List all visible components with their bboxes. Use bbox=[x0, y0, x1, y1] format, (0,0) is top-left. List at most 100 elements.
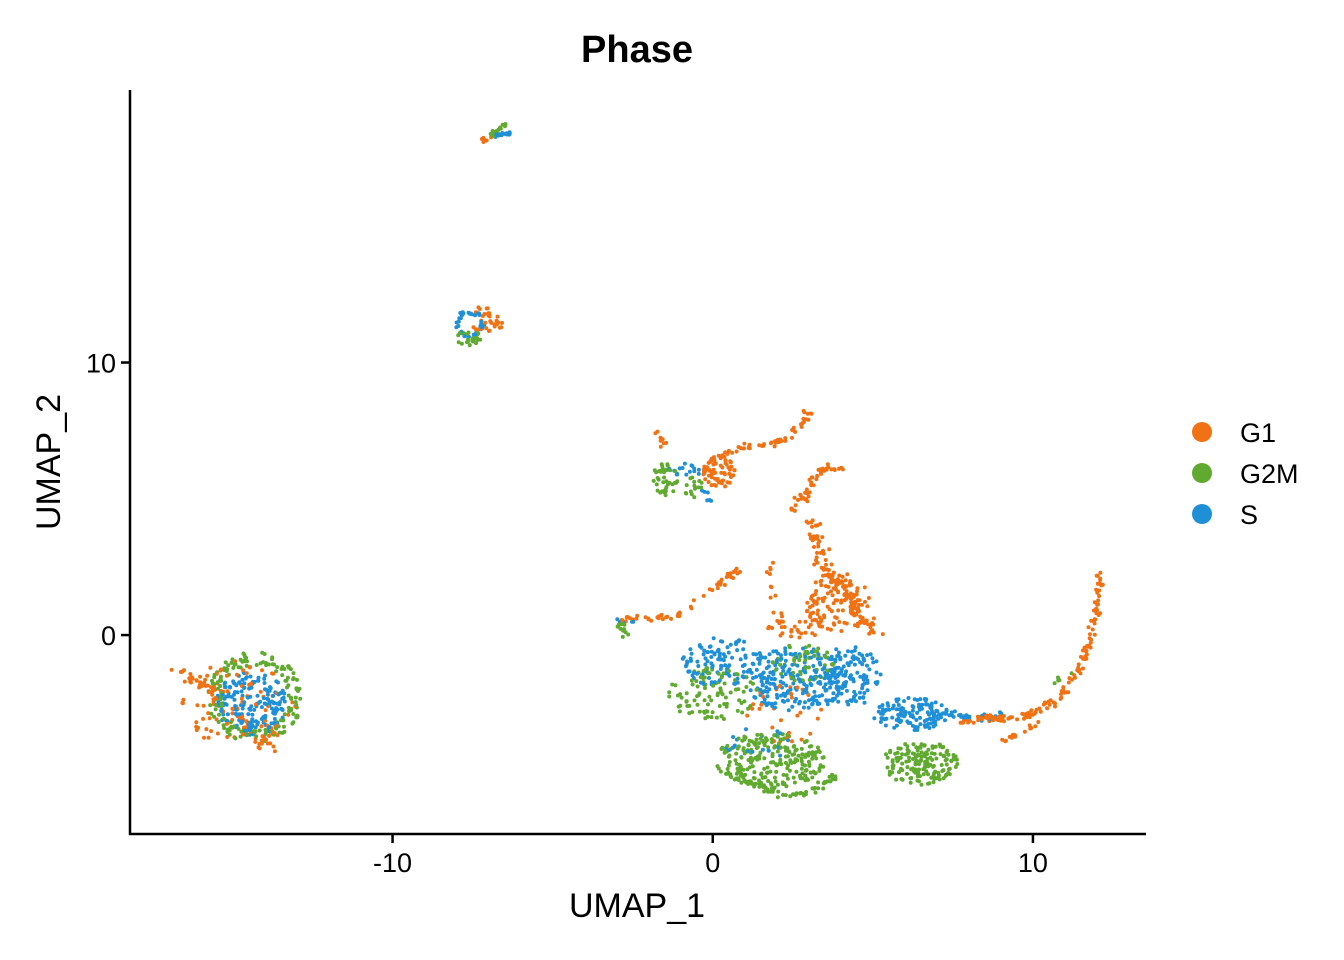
point-g1 bbox=[779, 611, 784, 616]
point-s bbox=[271, 693, 276, 698]
point-g2m bbox=[217, 712, 221, 717]
point-g2m bbox=[716, 766, 721, 771]
point-g1 bbox=[1098, 577, 1103, 582]
point-g2m bbox=[224, 669, 229, 673]
point-g2m bbox=[675, 479, 680, 484]
point-g1 bbox=[829, 562, 834, 567]
point-s bbox=[768, 681, 773, 686]
point-g2m bbox=[221, 716, 226, 721]
point-s bbox=[783, 649, 788, 654]
point-g1 bbox=[265, 741, 270, 746]
point-g2m bbox=[941, 776, 946, 781]
point-g1 bbox=[840, 467, 845, 472]
point-g2m bbox=[667, 690, 672, 695]
point-g1 bbox=[486, 311, 491, 316]
point-g1 bbox=[724, 575, 729, 579]
point-s bbox=[773, 701, 778, 706]
point-g2m bbox=[915, 774, 920, 779]
point-s bbox=[716, 657, 721, 662]
point-g1 bbox=[1048, 698, 1053, 703]
point-g2m bbox=[917, 745, 922, 750]
point-g2m bbox=[695, 702, 700, 707]
point-s bbox=[833, 675, 838, 680]
point-g2m bbox=[238, 665, 243, 670]
point-s bbox=[802, 682, 807, 687]
point-g2m bbox=[791, 744, 796, 749]
point-g2m bbox=[803, 650, 808, 654]
point-g2m bbox=[931, 780, 936, 785]
point-g2m bbox=[210, 681, 215, 686]
point-s bbox=[267, 700, 272, 705]
point-g2m bbox=[706, 671, 711, 676]
point-g2m bbox=[254, 734, 259, 739]
point-g2m bbox=[922, 743, 927, 748]
point-s bbox=[860, 662, 865, 667]
point-s bbox=[772, 677, 777, 682]
point-s bbox=[837, 650, 841, 655]
point-g2m bbox=[697, 709, 702, 714]
point-g1 bbox=[711, 462, 716, 467]
point-g2m bbox=[699, 485, 704, 490]
point-g1 bbox=[810, 524, 814, 529]
point-g2m bbox=[888, 750, 892, 755]
point-g1 bbox=[971, 720, 976, 725]
point-g2m bbox=[926, 772, 930, 777]
point-g1 bbox=[207, 716, 212, 721]
point-g2m bbox=[792, 678, 797, 683]
point-g1 bbox=[271, 671, 276, 676]
point-g1 bbox=[856, 606, 860, 611]
point-g1 bbox=[244, 671, 249, 676]
point-s bbox=[250, 712, 255, 717]
point-g2m bbox=[498, 125, 503, 130]
point-g1 bbox=[1090, 627, 1095, 632]
point-s bbox=[812, 689, 817, 694]
point-g1 bbox=[990, 716, 995, 721]
point-s bbox=[741, 675, 746, 680]
point-g1 bbox=[1093, 617, 1098, 622]
point-s bbox=[686, 669, 691, 674]
point-g1 bbox=[779, 439, 784, 443]
point-g1 bbox=[1045, 706, 1050, 711]
point-g2m bbox=[703, 686, 707, 691]
point-g1 bbox=[780, 614, 784, 619]
point-g1 bbox=[803, 619, 808, 624]
point-g1 bbox=[851, 592, 856, 597]
point-g2m bbox=[953, 765, 958, 769]
point-g2m bbox=[816, 780, 821, 785]
point-s bbox=[778, 731, 783, 736]
point-s bbox=[763, 689, 767, 694]
point-s bbox=[828, 657, 833, 662]
point-g1 bbox=[711, 471, 716, 476]
point-g1 bbox=[225, 735, 230, 739]
point-g1 bbox=[206, 711, 211, 716]
point-g2m bbox=[733, 687, 738, 692]
point-g2m bbox=[223, 660, 228, 665]
point-s bbox=[689, 658, 693, 663]
point-g1 bbox=[806, 494, 811, 499]
point-g2m bbox=[619, 621, 624, 626]
point-g2m bbox=[739, 701, 744, 705]
point-g1 bbox=[819, 583, 824, 588]
point-s bbox=[883, 723, 888, 728]
point-g2m bbox=[947, 772, 952, 777]
point-s bbox=[815, 656, 820, 661]
point-g1 bbox=[792, 624, 797, 629]
point-g1 bbox=[263, 708, 268, 713]
scatter-points bbox=[169, 122, 1105, 800]
point-g2m bbox=[714, 715, 719, 720]
point-g1 bbox=[719, 577, 724, 582]
point-g2m bbox=[905, 771, 909, 776]
point-s bbox=[864, 674, 869, 679]
point-g1 bbox=[870, 628, 875, 633]
point-g1 bbox=[778, 683, 782, 688]
point-g2m bbox=[736, 744, 741, 749]
point-g2m bbox=[684, 699, 689, 704]
point-g1 bbox=[983, 715, 988, 720]
point-g2m bbox=[944, 772, 949, 777]
point-g2m bbox=[289, 707, 294, 711]
point-g2m bbox=[934, 756, 939, 761]
point-g2m bbox=[899, 777, 904, 781]
point-s bbox=[894, 723, 899, 728]
point-g2m bbox=[792, 780, 797, 785]
point-g2m bbox=[295, 713, 300, 718]
